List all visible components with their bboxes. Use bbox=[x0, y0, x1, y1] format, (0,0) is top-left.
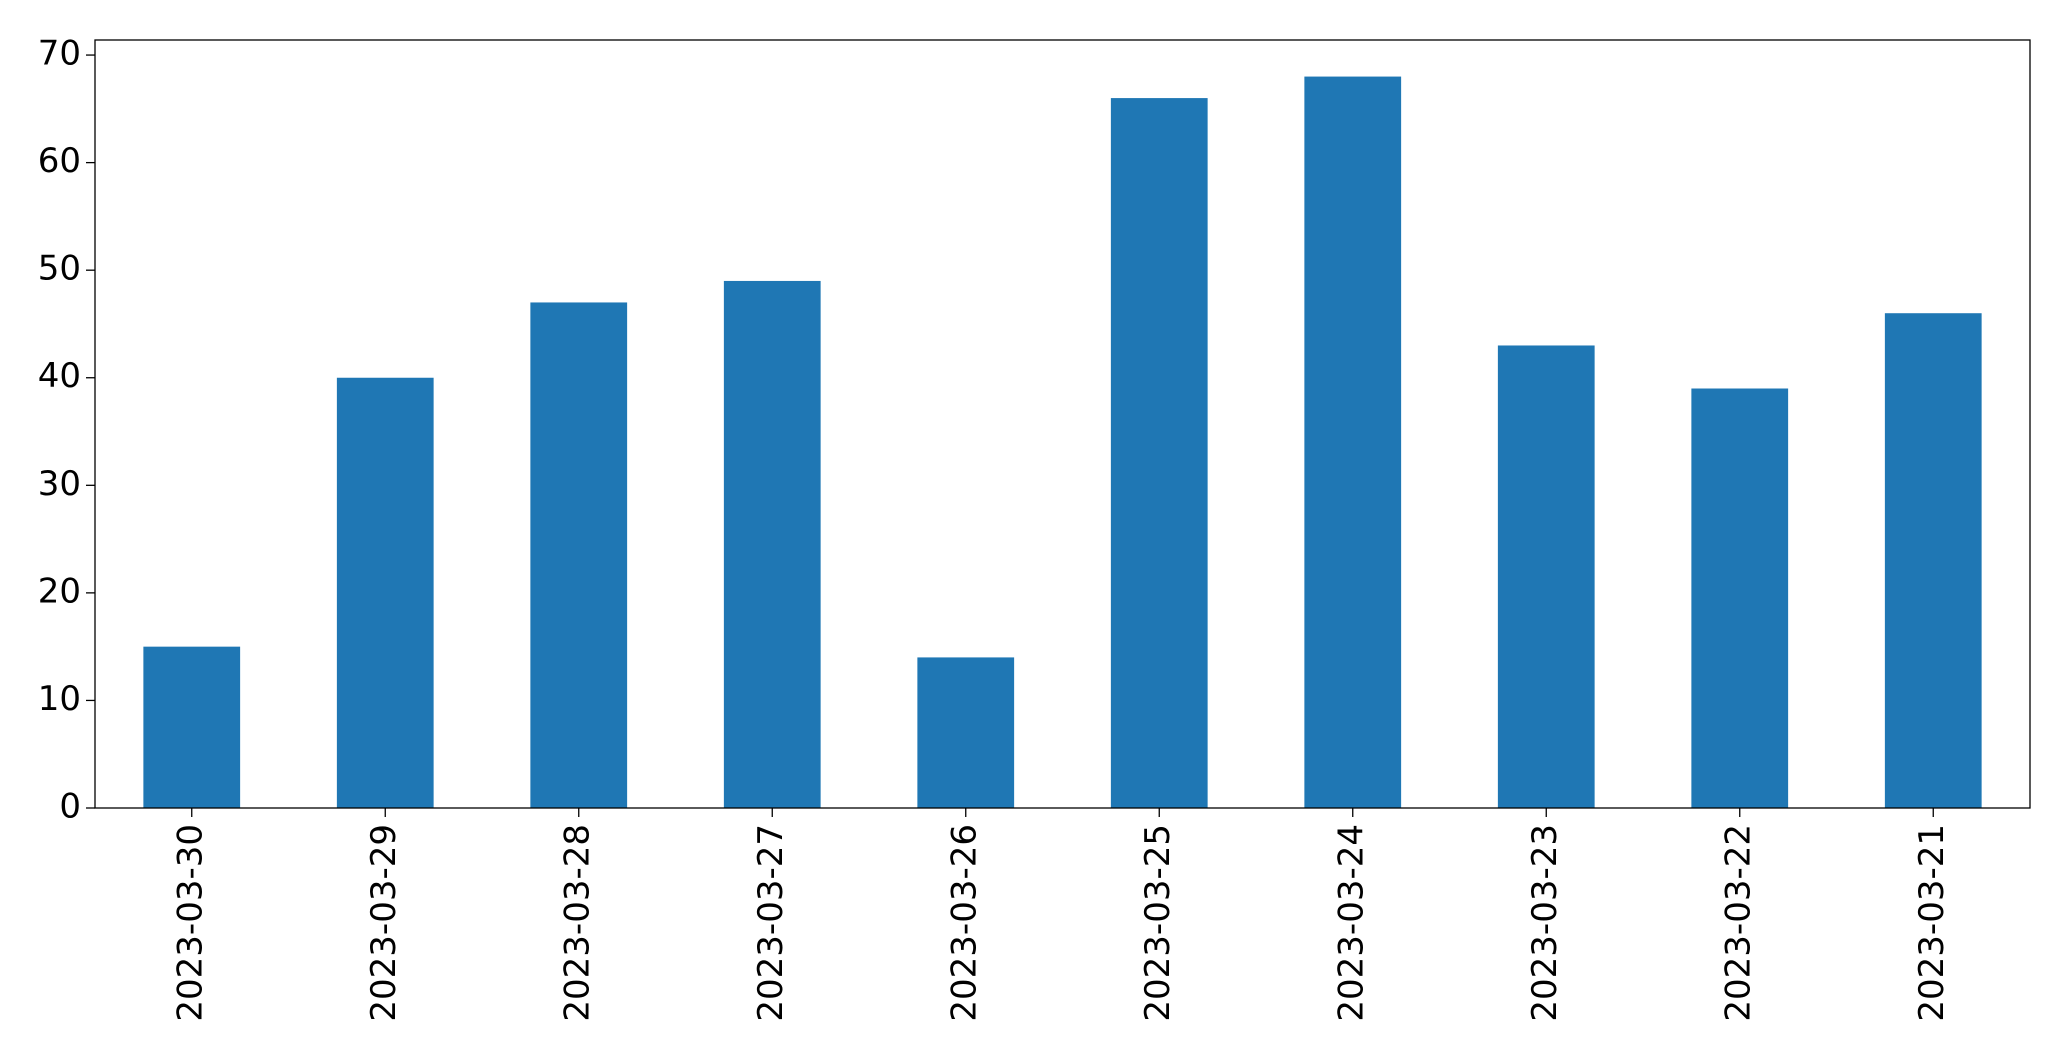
y-tick-label: 60 bbox=[38, 141, 81, 181]
bar bbox=[1497, 345, 1595, 808]
bar bbox=[1304, 76, 1402, 809]
plot-frame bbox=[94, 39, 2031, 809]
bar bbox=[1691, 388, 1789, 808]
bar bbox=[336, 377, 434, 808]
bar bbox=[1110, 98, 1208, 808]
x-tick-label: 2023-03-22 bbox=[1718, 824, 1758, 1022]
x-tick-label: 2023-03-21 bbox=[1912, 824, 1952, 1022]
x-tick-label: 2023-03-27 bbox=[751, 824, 791, 1022]
x-tick-label: 2023-03-28 bbox=[557, 824, 597, 1022]
x-tick-label: 2023-03-26 bbox=[944, 824, 984, 1022]
y-tick-label: 50 bbox=[38, 249, 81, 289]
y-tick-label: 40 bbox=[38, 356, 81, 396]
bar bbox=[917, 657, 1015, 808]
bar bbox=[530, 302, 628, 808]
bar bbox=[723, 280, 821, 808]
y-tick-label: 10 bbox=[38, 679, 81, 719]
x-tick-label: 2023-03-30 bbox=[170, 824, 210, 1022]
x-tick-label: 2023-03-24 bbox=[1331, 824, 1371, 1022]
bar bbox=[143, 646, 241, 808]
y-tick-label: 70 bbox=[38, 34, 81, 74]
y-tick-label: 20 bbox=[38, 571, 81, 611]
x-tick-label: 2023-03-23 bbox=[1525, 824, 1565, 1022]
bar bbox=[1884, 313, 1982, 808]
y-tick-label: 30 bbox=[38, 464, 81, 504]
x-tick-label: 2023-03-25 bbox=[1138, 824, 1178, 1022]
x-tick-label: 2023-03-29 bbox=[364, 824, 404, 1022]
y-tick-label: 0 bbox=[59, 787, 81, 827]
